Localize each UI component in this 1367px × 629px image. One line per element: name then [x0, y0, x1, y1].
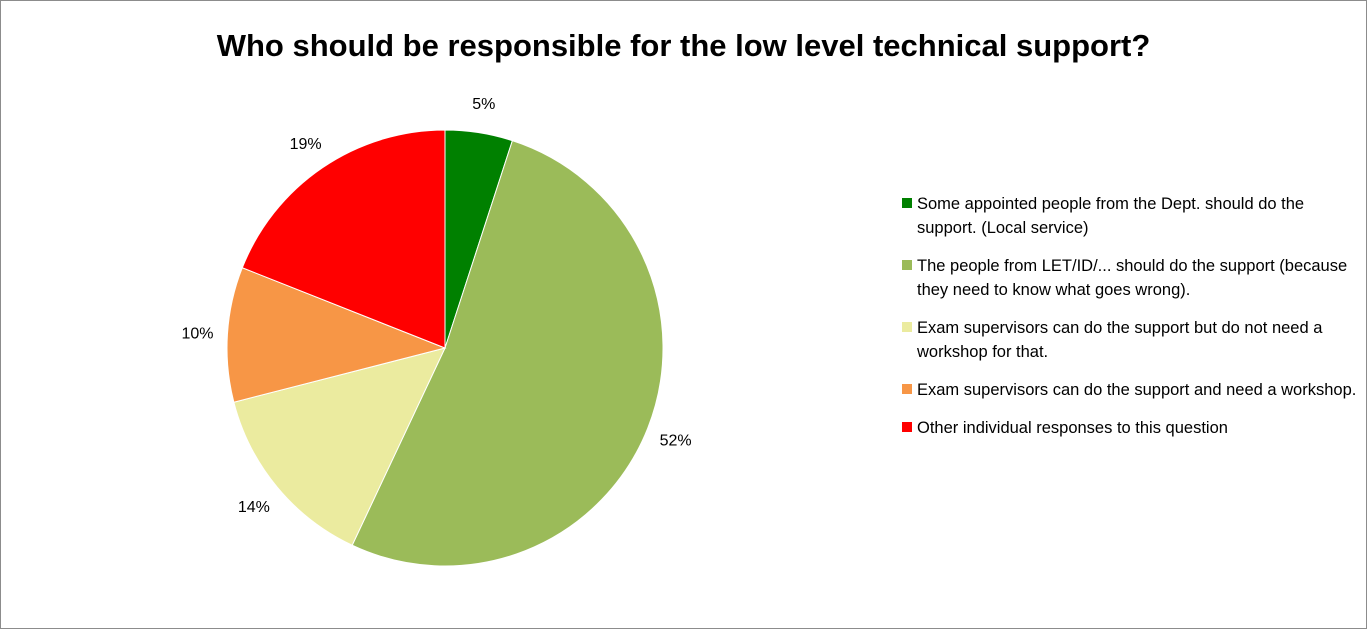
slice-percent-label: 14%	[238, 499, 270, 516]
legend-label: Other individual responses to this quest…	[917, 419, 1228, 437]
legend-swatch	[902, 422, 912, 432]
slice-percent-label: 10%	[181, 325, 213, 342]
slice-percent-label: 52%	[660, 432, 692, 449]
legend-item: Some appointed people from the Dept. sho…	[900, 192, 1360, 240]
legend: Some appointed people from the Dept. sho…	[900, 192, 1360, 454]
pie-slice	[241, 129, 446, 349]
legend-label: Exam supervisors can do the support and …	[917, 381, 1357, 399]
legend-item: Other individual responses to this quest…	[900, 416, 1360, 440]
legend-swatch	[902, 384, 912, 394]
pie-slice	[351, 140, 664, 567]
legend-label: Exam supervisors can do the support but …	[917, 319, 1323, 361]
legend-item: Exam supervisors can do the support but …	[900, 316, 1360, 364]
legend-swatch	[902, 322, 912, 332]
legend-item: Exam supervisors can do the support and …	[900, 378, 1360, 402]
pie-slice	[233, 347, 446, 546]
legend-swatch	[902, 198, 912, 208]
slice-percent-label: 19%	[290, 136, 322, 153]
legend-swatch	[902, 260, 912, 270]
slice-percent-label: 5%	[472, 96, 495, 113]
legend-label: The people from LET/ID/... should do the…	[917, 257, 1348, 299]
pie-slice	[226, 267, 447, 403]
legend-item: The people from LET/ID/... should do the…	[900, 254, 1360, 302]
chart-title: Who should be responsible for the low le…	[216, 28, 1151, 63]
legend-label: Some appointed people from the Dept. sho…	[917, 195, 1305, 237]
